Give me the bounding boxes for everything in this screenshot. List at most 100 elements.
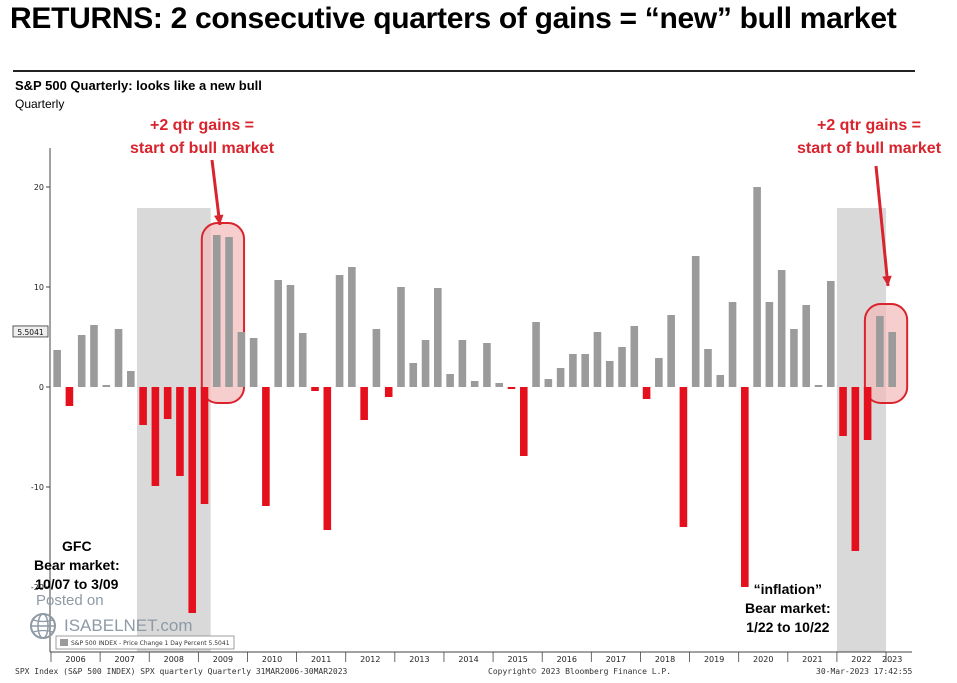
bar-2019Q4 bbox=[728, 302, 737, 387]
x-tick-label-2023: 2023 bbox=[882, 655, 902, 664]
x-tick-label-2014: 2014 bbox=[458, 655, 478, 664]
x-tick-label-2015: 2015 bbox=[507, 655, 527, 664]
bar-2013Q2 bbox=[409, 363, 418, 387]
new-bull-arrow-head bbox=[882, 275, 892, 286]
bar-2009Q2 bbox=[212, 235, 221, 387]
bar-2010Q3 bbox=[274, 280, 282, 387]
bar-2014Q3 bbox=[470, 381, 479, 387]
bar-2020Q4 bbox=[777, 270, 786, 387]
bar-2017Q3 bbox=[618, 347, 626, 387]
footer-timestamp: 30-Mar-2023 17:42:55 bbox=[816, 667, 913, 676]
bar-2019Q2 bbox=[704, 349, 712, 387]
bar-2012Q1 bbox=[348, 267, 356, 387]
bar-2011Q3 bbox=[323, 387, 332, 530]
x-tick-label-2009: 2009 bbox=[213, 655, 233, 664]
bar-2017Q4 bbox=[630, 326, 639, 387]
x-tick-label-2007: 2007 bbox=[115, 655, 135, 664]
last-value-label: 5.5041 bbox=[17, 328, 43, 337]
bar-2006Q2 bbox=[65, 387, 74, 406]
gfc-bear-annotation: GFC Bear market: 10/07 to 3/09 bbox=[34, 538, 120, 592]
bar-2022Q3 bbox=[863, 387, 872, 440]
gfc-bull-arrow-shaft bbox=[210, 159, 222, 226]
bar-2014Q4 bbox=[483, 343, 491, 387]
title-rule bbox=[13, 70, 915, 72]
bar-2018Q2 bbox=[655, 358, 663, 387]
bar-2019Q1 bbox=[691, 256, 700, 387]
y-tick-label: -20 bbox=[31, 583, 44, 592]
bar-2014Q1 bbox=[446, 374, 454, 387]
y-tick-label: 20 bbox=[34, 183, 44, 192]
x-tick-label-2021: 2021 bbox=[802, 655, 822, 664]
bar-2023Q1 bbox=[888, 332, 896, 387]
frequency-label: Quarterly bbox=[15, 97, 65, 111]
bar-2020Q2 bbox=[753, 187, 761, 387]
bar-2017Q1 bbox=[593, 332, 602, 387]
bar-2022Q1 bbox=[839, 387, 847, 436]
bar-2017Q2 bbox=[605, 361, 614, 387]
x-tick-label-2020: 2020 bbox=[753, 655, 773, 664]
gfc-bull-annotation: +2 qtr gains = start of bull market bbox=[130, 117, 275, 157]
legend-box bbox=[55, 635, 235, 650]
bar-2012Q3 bbox=[372, 329, 381, 387]
footer-copyright: Copyright© 2023 Bloomberg Finance L.P. bbox=[488, 667, 672, 676]
bar-2022Q2 bbox=[851, 387, 860, 551]
bar-2016Q1 bbox=[544, 379, 553, 387]
bar-2006Q3 bbox=[77, 335, 86, 387]
bar-2018Q4 bbox=[679, 387, 688, 527]
bar-2007Q3 bbox=[127, 371, 135, 387]
bar-2008Q4 bbox=[188, 387, 197, 613]
bar-2018Q3 bbox=[667, 315, 675, 387]
watermark: Posted on ISABELNET.com bbox=[28, 592, 193, 641]
bar-2022Q4 bbox=[876, 316, 884, 387]
x-tick-label-2018: 2018 bbox=[655, 655, 675, 664]
footer-source: SPX Index (S&P 500 INDEX) SPX quarterly … bbox=[15, 667, 348, 676]
bar-2021Q2 bbox=[802, 305, 811, 387]
x-tick-label-2019: 2019 bbox=[704, 655, 724, 664]
bar-2007Q2 bbox=[114, 329, 123, 387]
watermark-posted-on: Posted on bbox=[36, 592, 104, 609]
bar-2020Q3 bbox=[765, 302, 774, 387]
bar-2009Q4 bbox=[237, 332, 246, 387]
bar-2012Q4 bbox=[384, 387, 393, 397]
x-tick-label-2010: 2010 bbox=[262, 655, 282, 664]
x-tick-label-2017: 2017 bbox=[606, 655, 626, 664]
bar-2015Q2 bbox=[507, 387, 516, 389]
legend-label: S&P 500 INDEX - Price Change 1 Day Perce… bbox=[71, 640, 230, 647]
bar-2018Q1 bbox=[642, 387, 651, 399]
y-tick-label: 0 bbox=[39, 383, 44, 392]
last-value-badge bbox=[12, 325, 49, 338]
y-tick-label: -10 bbox=[31, 483, 44, 492]
new-bull-arrow-shaft bbox=[874, 165, 890, 287]
bar-2015Q4 bbox=[532, 322, 540, 387]
y-tick-label: 10 bbox=[34, 283, 44, 292]
gfc-bull-arrow-head bbox=[213, 214, 224, 225]
bar-2010Q1 bbox=[249, 338, 258, 387]
bar-2021Q1 bbox=[790, 329, 798, 387]
bar-2011Q1 bbox=[298, 333, 307, 387]
bar-2016Q2 bbox=[556, 368, 565, 387]
x-tick-label-2008: 2008 bbox=[164, 655, 184, 664]
bar-2011Q4 bbox=[335, 275, 344, 387]
bar-2016Q4 bbox=[581, 354, 589, 387]
bar-2021Q3 bbox=[814, 385, 823, 387]
bar-2007Q4 bbox=[139, 387, 147, 425]
bar-2008Q3 bbox=[176, 387, 184, 476]
bar-2008Q1 bbox=[151, 387, 160, 486]
bar-2014Q2 bbox=[458, 340, 467, 387]
watermark-site-name: ISABELNET.com bbox=[64, 616, 193, 635]
inflation-bear-annotation: “inflation” Bear market: 1/22 to 10/22 bbox=[745, 581, 831, 635]
bear-market-shading bbox=[136, 208, 211, 652]
bar-2012Q2 bbox=[360, 387, 368, 420]
bar-2006Q4 bbox=[90, 325, 98, 387]
x-tick-label-2006: 2006 bbox=[65, 655, 85, 664]
x-tick-label-2016: 2016 bbox=[557, 655, 577, 664]
bar-2019Q3 bbox=[716, 375, 725, 387]
chart-subtitle: S&P 500 Quarterly: looks like a new bull bbox=[15, 78, 262, 93]
bar-2010Q2 bbox=[262, 387, 270, 506]
headline: RETURNS: 2 consecutive quarters of gains… bbox=[10, 2, 897, 35]
bar-2008Q2 bbox=[163, 387, 172, 419]
bar-2010Q4 bbox=[286, 285, 295, 387]
bull-start-highlight bbox=[200, 222, 246, 404]
x-tick-label-2013: 2013 bbox=[409, 655, 429, 664]
bar-2020Q1 bbox=[741, 387, 749, 587]
